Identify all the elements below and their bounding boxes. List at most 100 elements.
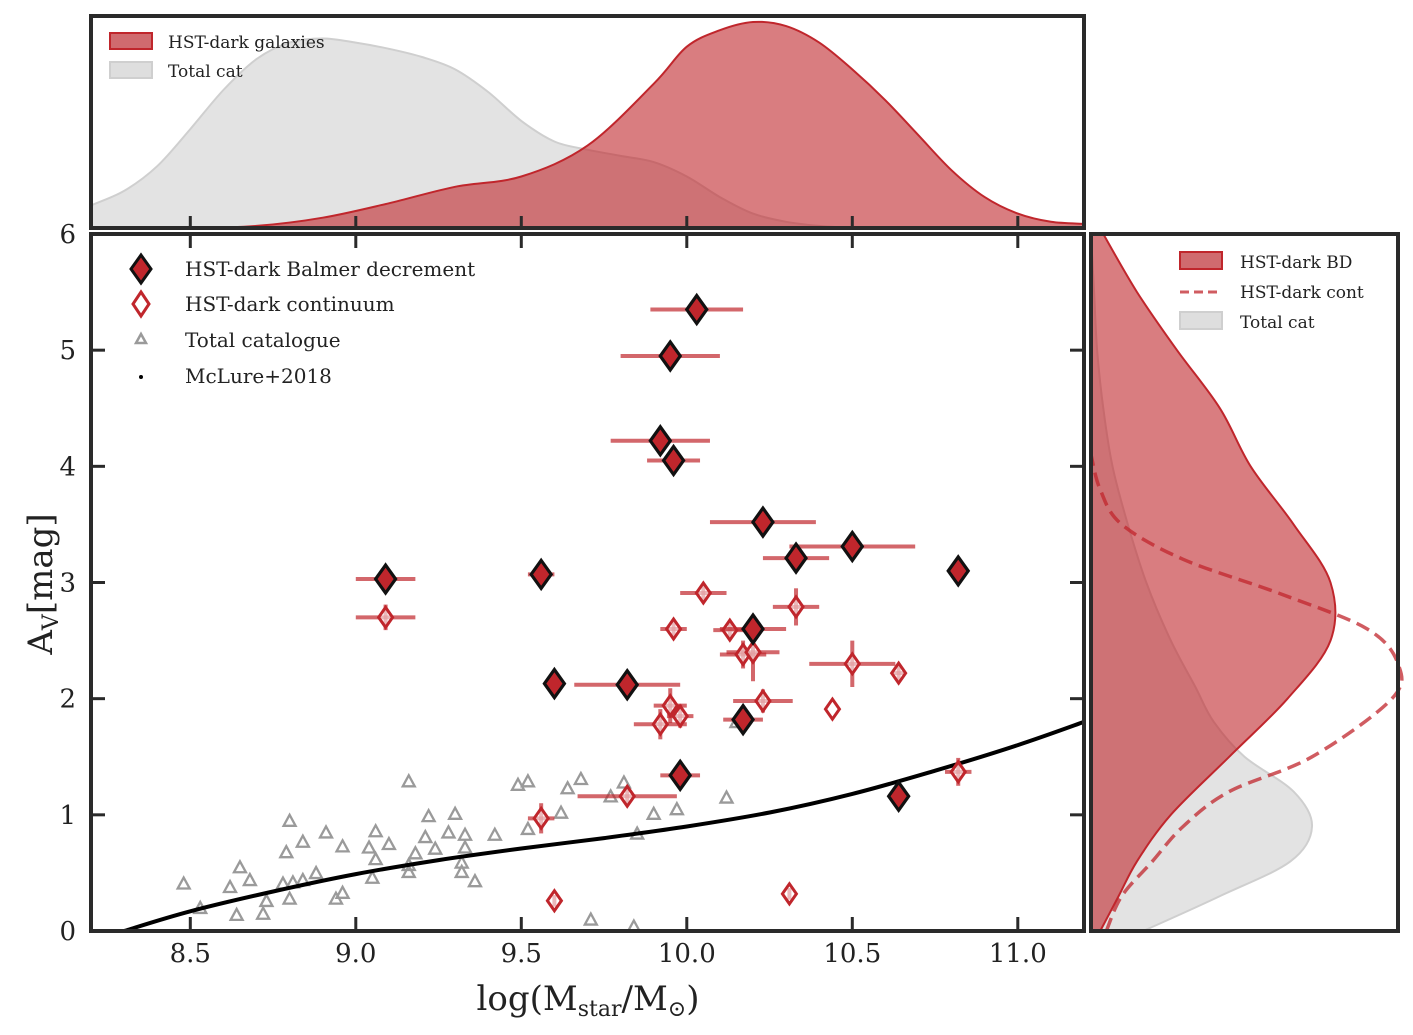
total-catalogue-point	[175, 875, 192, 890]
continuum-point	[744, 639, 762, 665]
legend-swatch-hst-dark-galaxies	[109, 32, 153, 50]
main-legend: HST-dark Balmer decrement HST-dark conti…	[129, 252, 475, 388]
total-catalogue-point	[582, 911, 599, 926]
right-kde-line-hst-dark-bd	[1099, 233, 1337, 932]
total-catalogue-point	[334, 837, 351, 853]
legend-label-mclure: McLure+2018	[185, 364, 332, 388]
legend-label-balmer-decrement: HST-dark Balmer decrement	[185, 257, 475, 281]
balmer-decrement-point	[750, 505, 775, 539]
total-catalogue-point	[400, 772, 417, 788]
legend-marker-continuum	[131, 289, 151, 319]
total-catalogue-point	[510, 776, 526, 791]
right-kde-line-hst-dark-cont	[1089, 454, 1404, 932]
total-catalogue-point	[255, 905, 272, 920]
total-catalogue-point	[241, 871, 258, 887]
total-catalogue-point	[519, 772, 536, 788]
legend-label-hst-dark-cont: HST-dark cont	[1240, 283, 1364, 303]
y-axis-title: AV[mag]	[21, 513, 64, 655]
total-catalogue-point	[417, 828, 434, 844]
top-kde-panel: HST-dark galaxies Total cat	[89, 14, 1086, 230]
continuum-point	[376, 604, 395, 630]
top-panel-frame	[89, 14, 1086, 230]
total-catalogue-point	[281, 812, 298, 827]
legend-label-total-cat: Total cat	[168, 62, 243, 82]
balmer-decrement-point	[542, 666, 567, 701]
legend-swatch-total-cat	[109, 61, 153, 79]
continuum-point	[618, 783, 637, 809]
continuum-point	[823, 696, 842, 722]
balmer-decrement-point	[529, 557, 554, 592]
total-catalogue-point	[232, 858, 248, 874]
main-panel-frame	[89, 232, 1086, 933]
total-catalogue-point	[572, 770, 589, 786]
balmer-decrement-point	[886, 779, 911, 813]
balmer-decrement-point	[684, 292, 709, 327]
total-catalogue-point	[553, 804, 569, 819]
total-catalogue-point	[222, 878, 238, 894]
total-catalogue-point	[447, 805, 464, 820]
legend-marker-balmer-decrement	[129, 252, 153, 286]
main-scatter-panel: 8.5 9.0 9.5 10.0 10.5 11.0 0 1 2 3 4 5 6 HST-dark Ba…	[59, 216, 1086, 969]
legend-label-hst-dark-bd: HST-dark BD	[1240, 253, 1352, 273]
legend-marker-mclure	[139, 375, 143, 379]
total-catalogue-point	[718, 789, 735, 804]
mclure-2018-relation-line	[123, 720, 1084, 931]
total-catalogue-point	[457, 826, 473, 841]
y-tick-label: 5	[59, 336, 76, 366]
continuum-point	[949, 759, 968, 785]
total-catalogue-point	[318, 824, 334, 839]
total-catalogue-point	[228, 906, 245, 922]
total-catalogue-point	[519, 820, 536, 836]
x-tick-label: 10.0	[658, 939, 716, 969]
total-catalogue-point	[281, 890, 298, 905]
total-catalogue-point	[361, 839, 377, 854]
total-catalogue-point	[380, 835, 397, 851]
total-catalogue-point	[420, 807, 437, 823]
y-tick-label: 4	[59, 452, 76, 482]
top-legend: HST-dark galaxies Total cat	[109, 32, 325, 82]
legend-swatch-hst-dark-bd	[1179, 251, 1223, 270]
balmer-decrement-point	[373, 562, 398, 596]
x-axis-title: log(Mstar/M⊙)	[477, 979, 700, 1022]
total-catalogue-point	[668, 800, 685, 816]
top-kde-line-hst-dark-galaxies	[90, 20, 1085, 230]
total-catalogue-point	[294, 833, 311, 848]
continuum-point	[651, 711, 670, 737]
balmer-decrement-point	[784, 541, 808, 575]
right-kde-panel: HST-dark BD HST-dark cont Total cat	[1089, 232, 1404, 933]
balmer-decrement-point	[946, 554, 971, 588]
continuum-point	[532, 805, 550, 831]
continuum-point	[671, 703, 690, 729]
y-tick-label: 0	[59, 917, 76, 947]
y-tick-label: 3	[59, 569, 76, 599]
right-kde-area-hst-dark-bd	[1091, 234, 1336, 931]
total-catalogue-point	[559, 779, 576, 795]
y-tick-label: 2	[59, 685, 76, 715]
legend-label-continuum: HST-dark continuum	[185, 292, 395, 316]
total-catalogue-point	[453, 863, 470, 879]
total-catalogue-point	[645, 805, 662, 820]
balmer-decrement-point	[741, 612, 765, 646]
continuum-point	[787, 594, 805, 620]
total-catalogue-point	[258, 892, 275, 908]
y-tick-label: 6	[59, 220, 76, 250]
total-catalogue-point	[308, 864, 325, 880]
continuum-point	[664, 616, 683, 642]
continuum-point	[843, 651, 862, 677]
total-catalogue-point	[367, 822, 384, 838]
top-kde-area-hst-dark-galaxies	[91, 21, 1084, 229]
continuum-point	[661, 693, 680, 719]
x-tick-label: 8.5	[170, 939, 211, 969]
legend-label-total-cat-right: Total cat	[1240, 313, 1315, 333]
balmer-decrement-point	[840, 529, 865, 564]
total-catalogue-point	[486, 826, 503, 841]
y-tick-label: 1	[59, 801, 76, 831]
total-catalogue-point	[440, 824, 457, 839]
balmer-decrement-point	[731, 702, 756, 737]
total-catalogue-point	[364, 869, 381, 884]
total-catalogue-point	[400, 863, 417, 879]
continuum-point	[780, 881, 799, 907]
legend-label-total-catalogue: Total catalogue	[185, 328, 341, 352]
legend-marker-total-catalogue	[133, 331, 149, 345]
